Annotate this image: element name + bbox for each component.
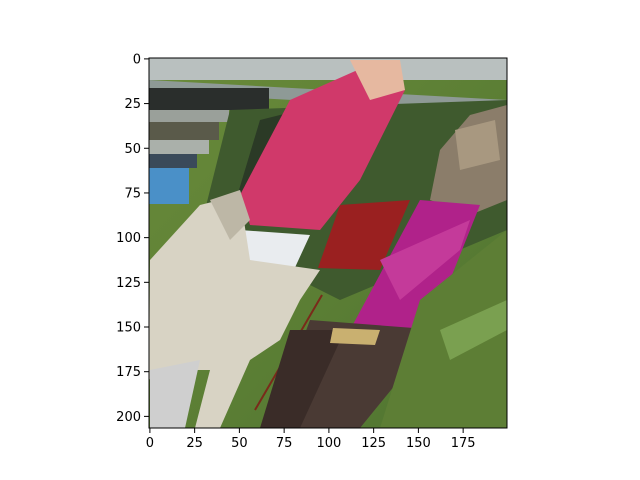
image-content [149, 58, 507, 428]
x-tick-label: 50 [231, 436, 248, 451]
x-tick-label: 175 [451, 436, 476, 451]
y-tick-label: 150 [116, 321, 141, 336]
y-tick-label: 100 [116, 231, 141, 246]
x-axis: 0 25 50 75 100 125 150 175 [146, 428, 476, 451]
x-tick-label: 0 [146, 436, 154, 451]
y-tick-label: 175 [116, 365, 141, 380]
y-tick-label: 75 [124, 186, 141, 201]
axes: 0 25 50 75 100 125 150 175 0 25 50 75 100 125 150 175 2… [116, 52, 508, 451]
y-tick-label: 125 [116, 276, 141, 291]
y-tick-label: 50 [124, 142, 141, 157]
y-tick-label: 25 [124, 97, 141, 112]
x-tick-label: 150 [406, 436, 431, 451]
y-tick-label: 0 [133, 52, 141, 67]
axes-frame [148, 57, 508, 429]
x-tick-label: 100 [316, 436, 341, 451]
y-tick-label: 200 [116, 410, 141, 425]
x-tick-label: 125 [361, 436, 386, 451]
x-tick-label: 25 [186, 436, 203, 451]
x-tick-label: 75 [276, 436, 293, 451]
y-axis: 0 25 50 75 100 125 150 175 200 [116, 52, 149, 425]
